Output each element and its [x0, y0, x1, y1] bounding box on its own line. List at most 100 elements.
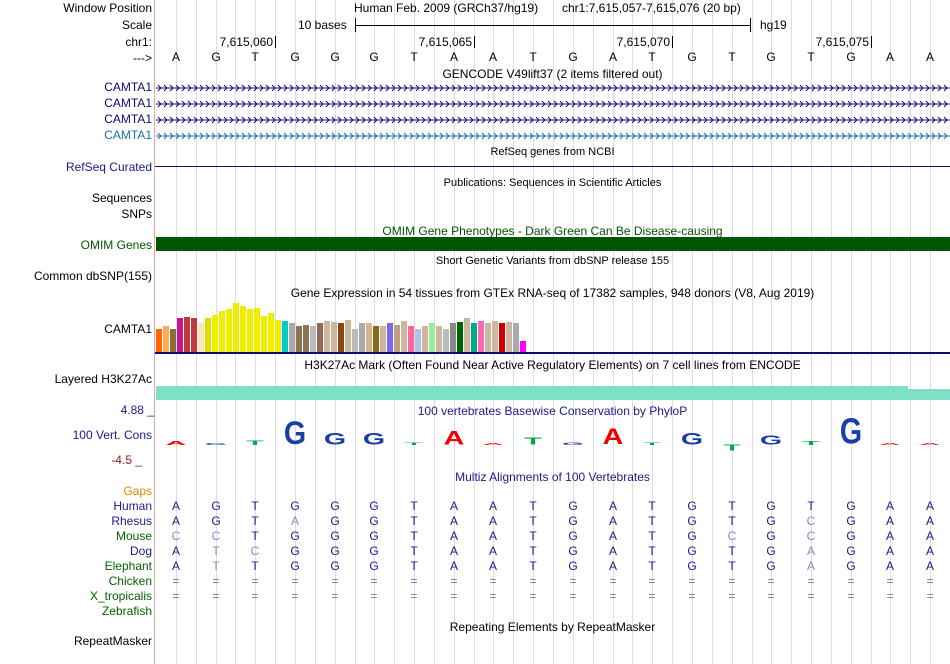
gencode-transcript[interactable]: [156, 83, 950, 93]
strand-chevron: [865, 84, 870, 92]
multiz-species-label[interactable]: Rhesus: [111, 514, 152, 528]
gtex-tissue-bar[interactable]: [212, 315, 218, 352]
gtex-tissue-bar[interactable]: [205, 318, 211, 352]
gtex-tissue-bar[interactable]: [198, 323, 204, 352]
gtex-tissue-bar[interactable]: [219, 311, 225, 352]
gtex-tissue-bar[interactable]: [429, 323, 435, 352]
gtex-tissue-bar[interactable]: [268, 313, 274, 352]
gtex-tissue-bar[interactable]: [478, 321, 484, 352]
gtex-tissue-bar[interactable]: [240, 306, 246, 352]
gtex-tissue-bar[interactable]: [282, 321, 288, 352]
aligned-base: T: [728, 514, 736, 528]
gtex-tissue-bar[interactable]: [499, 323, 505, 352]
gtex-tissue-bar[interactable]: [450, 323, 456, 352]
gtex-tissue-bar[interactable]: [485, 323, 491, 352]
gtex-tissue-bar[interactable]: [275, 320, 281, 352]
gtex-tissue-bar[interactable]: [520, 341, 526, 352]
gaps-label[interactable]: Gaps: [123, 484, 152, 498]
gtex-tissue-bar[interactable]: [261, 316, 267, 352]
gtex-tissue-bar[interactable]: [163, 326, 169, 352]
gtex-tissue-bar[interactable]: [310, 326, 316, 352]
omim-feature-bar[interactable]: [156, 237, 950, 251]
gtex-tissue-bar[interactable]: [366, 323, 372, 352]
gtex-tissue-bar[interactable]: [359, 323, 365, 352]
refseq-label[interactable]: RefSeq Curated: [65, 160, 152, 174]
strand-chevron: [727, 84, 732, 92]
gtex-tissue-bar[interactable]: [345, 320, 351, 352]
dbsnp-label[interactable]: Common dbSNP(155): [33, 269, 152, 283]
h3k27ac-signal-tail[interactable]: [908, 389, 950, 400]
gtex-tissue-bar[interactable]: [513, 323, 519, 352]
gtex-tissue-bar[interactable]: [177, 318, 183, 352]
snps-label[interactable]: SNPs: [121, 207, 152, 221]
phylop-label[interactable]: 100 Vert. Cons: [72, 428, 152, 442]
gtex-tissue-bar[interactable]: [471, 323, 477, 352]
grid-line: [732, 0, 733, 664]
h3k27ac-signal[interactable]: [156, 386, 908, 400]
sequences-label[interactable]: Sequences: [91, 191, 152, 205]
strand-chevron: [451, 84, 456, 92]
gtex-tissue-bar[interactable]: [394, 325, 400, 352]
strand-chevron: [283, 132, 288, 140]
multiz-species-label[interactable]: Dog: [129, 544, 152, 558]
gtex-tissue-bar[interactable]: [415, 329, 421, 352]
gtex-tissue-bar[interactable]: [317, 323, 323, 352]
gencode-gene-label[interactable]: CAMTA1: [104, 128, 152, 142]
gtex-tissue-bar[interactable]: [156, 329, 162, 352]
gtex-tissue-bar[interactable]: [457, 322, 463, 352]
omim-track-title: OMIM Gene Phenotypes - Dark Green Can Be…: [382, 224, 723, 238]
gtex-tissue-bar[interactable]: [464, 318, 470, 352]
gtex-tissue-bar[interactable]: [352, 329, 358, 352]
gtex-bar-chart[interactable]: [156, 300, 950, 352]
gtex-tissue-bar[interactable]: [233, 303, 239, 352]
gtex-tissue-bar[interactable]: [247, 309, 253, 352]
gtex-tissue-bar[interactable]: [303, 325, 309, 352]
strand-chevron: [673, 132, 678, 140]
gtex-tissue-bar[interactable]: [254, 308, 260, 352]
gtex-tissue-bar[interactable]: [331, 322, 337, 352]
gtex-tissue-bar[interactable]: [170, 329, 176, 352]
gtex-tissue-bar[interactable]: [506, 322, 512, 352]
gencode-gene-label[interactable]: CAMTA1: [104, 80, 152, 94]
gencode-transcript[interactable]: [156, 131, 950, 141]
gtex-tissue-bar[interactable]: [226, 309, 232, 352]
strand-chevron: [253, 84, 258, 92]
gencode-transcript[interactable]: [156, 115, 950, 125]
gtex-tissue-bar[interactable]: [296, 326, 302, 352]
multiz-species-label[interactable]: Elephant: [104, 559, 152, 573]
multiz-species-label[interactable]: X_tropicalis: [89, 589, 152, 603]
aligned-base: G: [766, 514, 776, 528]
gtex-tissue-bar[interactable]: [380, 326, 386, 352]
gtex-tissue-bar[interactable]: [408, 326, 414, 352]
gtex-tissue-bar[interactable]: [387, 323, 393, 352]
gencode-transcript[interactable]: [156, 99, 950, 109]
strand-chevron: [589, 132, 594, 140]
gtex-tissue-bar[interactable]: [492, 321, 498, 352]
strand-chevron: [907, 100, 912, 108]
multiz-species-label[interactable]: Mouse: [115, 529, 152, 543]
gtex-tissue-bar[interactable]: [436, 326, 442, 352]
gtex-tissue-bar[interactable]: [191, 318, 197, 352]
strand-chevron: [559, 116, 564, 124]
strand-chevron: [931, 132, 936, 140]
gtex-tissue-bar[interactable]: [289, 323, 295, 352]
gencode-gene-label[interactable]: CAMTA1: [104, 112, 152, 126]
gtex-tissue-bar[interactable]: [422, 326, 428, 352]
gtex-tissue-bar[interactable]: [338, 323, 344, 352]
gtex-tissue-bar[interactable]: [373, 326, 379, 352]
gtex-tissue-bar[interactable]: [401, 321, 407, 352]
refseq-gene-line[interactable]: [155, 166, 950, 167]
multiz-species-label[interactable]: Zebrafish: [101, 604, 152, 618]
gtex-tissue-bar[interactable]: [184, 317, 190, 352]
gencode-gene-label[interactable]: CAMTA1: [104, 96, 152, 110]
gtex-tissue-bar[interactable]: [443, 329, 449, 352]
multiz-species-label[interactable]: Chicken: [108, 574, 152, 588]
h3k27ac-label[interactable]: Layered H3K27Ac: [54, 372, 152, 386]
omim-label[interactable]: OMIM Genes: [80, 238, 152, 252]
gtex-gene-label[interactable]: CAMTA1: [104, 322, 152, 336]
repeatmasker-label[interactable]: RepeatMasker: [73, 634, 152, 648]
strand-chevron: [667, 132, 672, 140]
multiz-species-label[interactable]: Human: [113, 499, 152, 513]
strand-chevron: [463, 116, 468, 124]
gtex-tissue-bar[interactable]: [324, 321, 330, 352]
